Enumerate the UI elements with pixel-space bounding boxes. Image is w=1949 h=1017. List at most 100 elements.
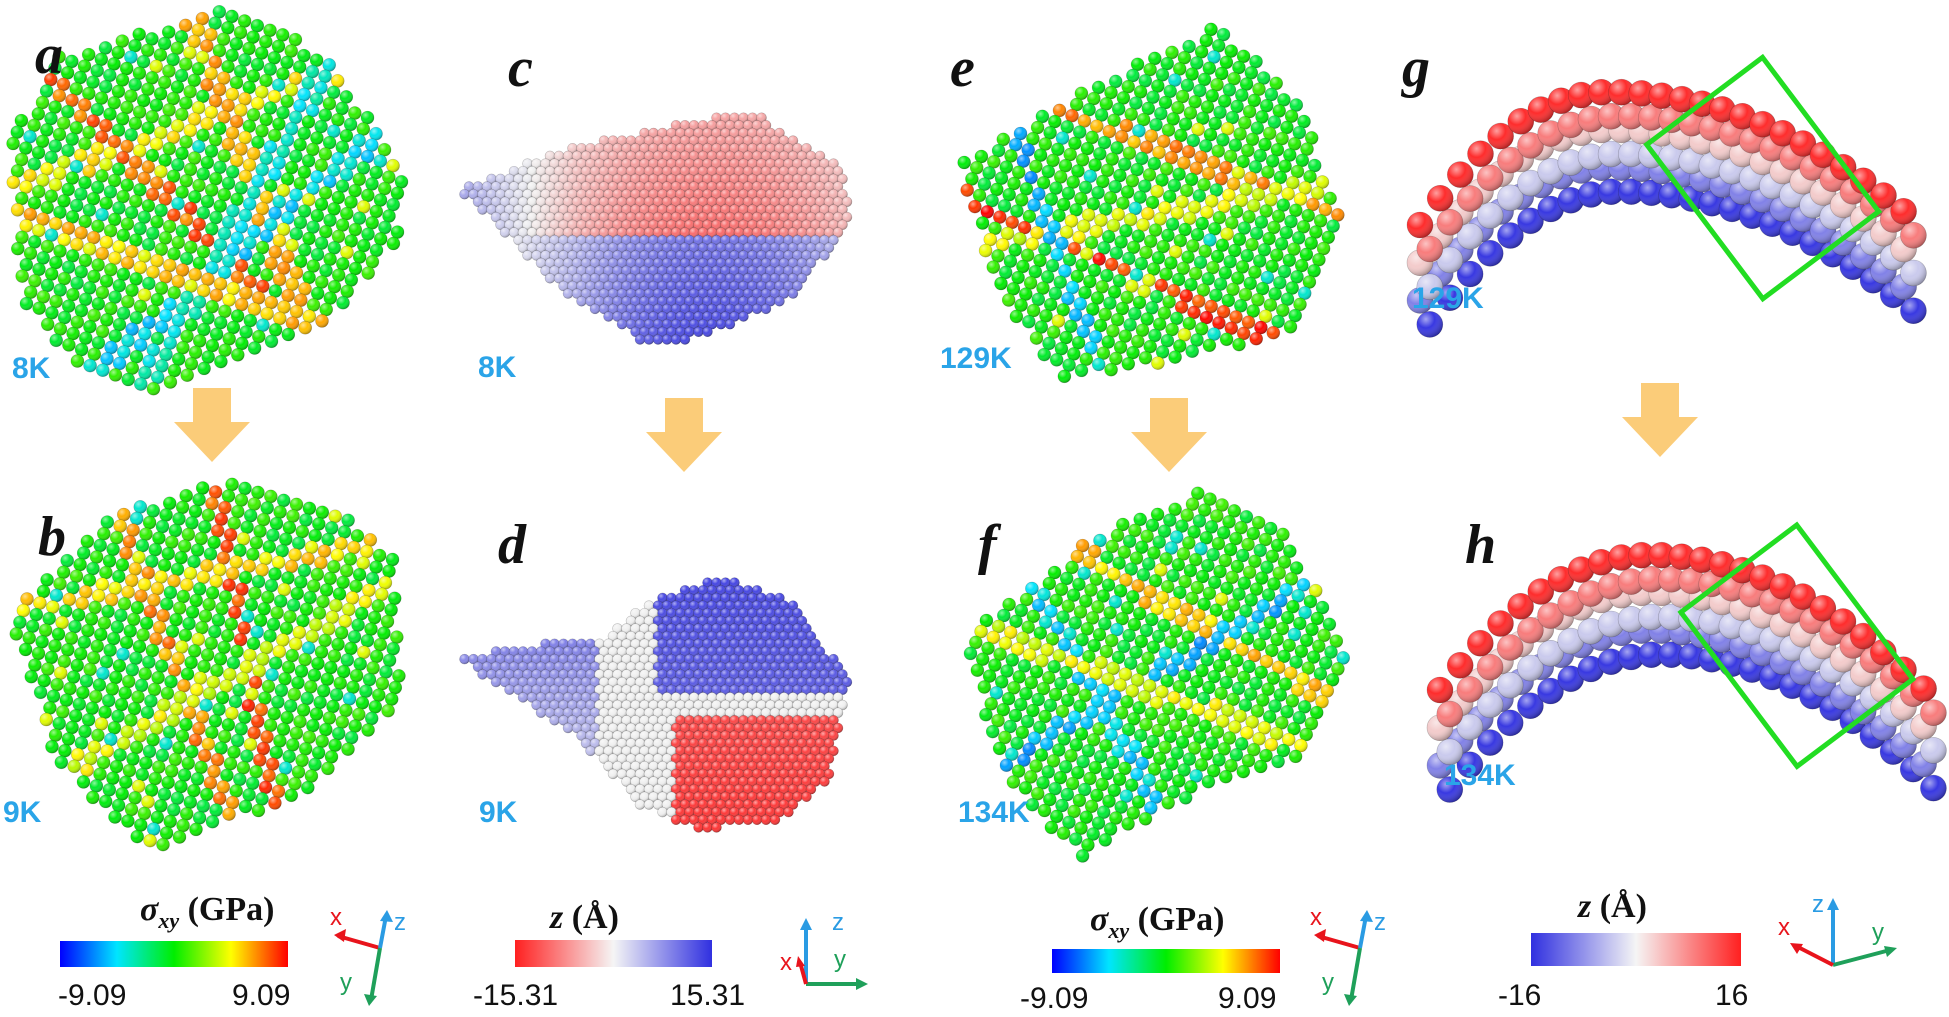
atom-shading	[341, 742, 355, 756]
atom-shading	[62, 732, 75, 746]
atom-shading	[255, 563, 269, 577]
atom-shading	[184, 357, 198, 371]
atom-shading	[342, 603, 356, 616]
atom-shading	[184, 656, 198, 669]
atom-shading	[262, 679, 275, 693]
atom-shading	[247, 108, 260, 122]
atom-shading	[196, 206, 210, 220]
atom-shading	[125, 361, 139, 375]
atom-shading	[365, 177, 379, 191]
atom-shading	[121, 295, 135, 309]
atom-shading	[292, 625, 306, 639]
atom-shading	[6, 175, 20, 189]
atom-shading	[319, 225, 333, 239]
atom-shading	[200, 78, 214, 92]
atom-shading	[325, 521, 339, 535]
atom-shading	[121, 334, 135, 348]
atom-shading	[356, 122, 370, 136]
atom-shading	[85, 701, 99, 715]
atom-shading	[330, 548, 344, 562]
atom-shading	[138, 327, 152, 341]
atom-shading	[268, 167, 282, 181]
atom-shading	[132, 27, 146, 41]
atom-shading	[225, 706, 239, 720]
atom-shading	[180, 368, 194, 382]
atom-shading	[104, 302, 118, 315]
atom-shading	[197, 361, 211, 375]
atom-shading	[289, 149, 303, 163]
atom-shading	[250, 19, 264, 33]
atom-shading	[308, 529, 322, 543]
atom-shading	[117, 345, 131, 359]
atom-shading	[40, 573, 54, 587]
atom-shading	[364, 622, 378, 636]
atom-shading	[222, 293, 236, 307]
atom-shading	[285, 559, 298, 573]
atom-shading	[254, 703, 268, 717]
atom-shading	[328, 509, 342, 523]
atom-shading	[318, 147, 332, 161]
atom-shading	[235, 259, 249, 273]
atom-shading	[129, 311, 143, 325]
atom-shading	[323, 252, 337, 266]
atom-shading	[212, 5, 226, 19]
atom-shading	[163, 814, 177, 828]
atom-shading	[312, 517, 326, 531]
atom-shading	[121, 814, 135, 828]
atom-shading	[112, 570, 126, 583]
atom-shading	[23, 169, 37, 183]
atom-shading	[145, 149, 159, 162]
atom-shading	[124, 50, 138, 64]
atom-shading	[272, 784, 285, 798]
atom-shading	[386, 553, 399, 566]
atom-shading	[165, 535, 179, 549]
atom-shading	[262, 540, 276, 554]
atom-shading	[337, 665, 351, 679]
atom-shading	[269, 656, 283, 670]
atom-shading	[147, 382, 160, 396]
atom-shading	[386, 198, 400, 212]
atom-shading	[70, 569, 83, 583]
atom-shading	[233, 772, 247, 786]
atom-shading	[52, 627, 65, 641]
atom-shading	[70, 315, 84, 329]
atom-shading	[62, 338, 76, 352]
atom-shading	[272, 117, 286, 131]
atom-shading	[61, 66, 75, 80]
atom-shading	[255, 202, 269, 216]
atom-shading	[226, 126, 239, 140]
atom-shading	[125, 322, 139, 336]
atom-shading	[344, 117, 358, 131]
atom-shading	[302, 309, 316, 323]
atom-shading	[99, 119, 113, 133]
atom-shading	[348, 106, 362, 120]
atom-shading	[323, 175, 337, 188]
atom-shading	[59, 604, 73, 618]
atom-shading	[133, 261, 147, 274]
atom-shading	[163, 496, 177, 510]
atom-shading	[290, 587, 304, 601]
atom-shading	[363, 533, 377, 547]
atom-shading	[207, 535, 221, 549]
atom-shading	[152, 760, 166, 774]
atom-shading	[117, 736, 131, 750]
atom-shading	[128, 78, 142, 92]
atom-shading	[61, 643, 75, 657]
atom-shading	[239, 286, 253, 300]
atom-shading	[357, 239, 371, 253]
atom-shading	[40, 84, 54, 98]
atom-shading	[33, 596, 47, 610]
atom-shading	[333, 587, 346, 601]
atom-shading	[288, 33, 302, 47]
atom-shading	[236, 761, 250, 775]
atom-shading	[204, 28, 218, 42]
atom-shading	[192, 140, 206, 154]
atom-shading	[6, 137, 20, 150]
atom-shading	[86, 75, 100, 89]
atom-shading	[324, 661, 338, 675]
atom-shading	[693, 326, 704, 337]
atom-shading	[174, 780, 188, 794]
atom-shading	[360, 634, 374, 648]
atom-shading	[141, 160, 155, 174]
atom-shading	[159, 348, 173, 361]
